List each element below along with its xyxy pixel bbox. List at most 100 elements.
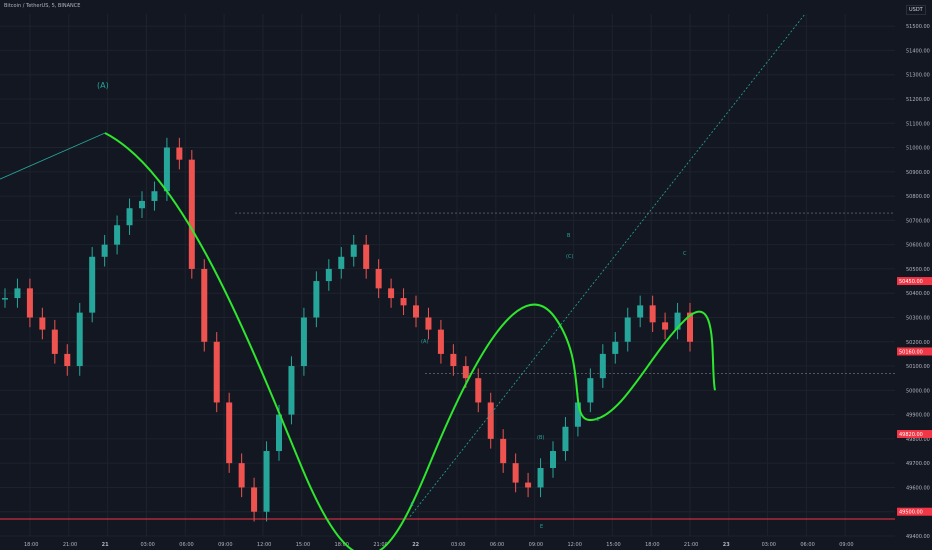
x-tick-label: 18:00 <box>24 542 38 548</box>
price-tag <box>897 507 932 516</box>
y-tick-label: 50700.00 <box>906 218 930 224</box>
price-tag <box>897 430 932 439</box>
candle-body <box>375 268 382 289</box>
x-tick-label: 18:00 <box>335 542 349 548</box>
candle-body <box>2 298 8 300</box>
candle-body <box>562 426 569 452</box>
x-tick-label: 18:00 <box>645 542 659 548</box>
x-tick-label: 09:00 <box>218 542 232 548</box>
candle-body <box>263 451 270 512</box>
y-tick-label: 50600.00 <box>906 243 930 249</box>
candle-body <box>151 191 158 201</box>
x-tick-label: 06:00 <box>490 542 504 548</box>
candle-body <box>599 353 606 379</box>
candle-body <box>462 366 469 379</box>
x-tick-label: 23 <box>723 542 730 548</box>
wave-label: (A) <box>97 81 109 90</box>
price-tag <box>897 277 932 286</box>
x-tick-label: 09:00 <box>839 542 853 548</box>
y-tick-label: 49800.00 <box>906 437 930 443</box>
x-tick-label: 03:00 <box>451 542 465 548</box>
y-tick-label: 50200.00 <box>906 340 930 346</box>
candle-body <box>288 366 295 415</box>
candle-body <box>612 341 619 354</box>
y-tick-label: 50400.00 <box>906 291 930 297</box>
candle-body <box>139 200 145 209</box>
wave-label: C <box>683 251 687 257</box>
candle-body <box>325 268 332 282</box>
x-tick-label: 06:00 <box>179 542 193 548</box>
wave-label: E <box>540 524 543 530</box>
candle-body <box>475 378 482 403</box>
price-tag-label: 49820.00 <box>899 432 923 438</box>
wave-label: (B) <box>537 435 544 441</box>
candle-body <box>213 341 220 403</box>
candle-body <box>300 317 307 367</box>
candle-body <box>313 281 320 318</box>
trend-line <box>0 132 106 180</box>
x-tick-label: 21:00 <box>63 542 77 548</box>
x-tick-label: 21:00 <box>373 542 387 548</box>
y-tick-label: 50000.00 <box>906 388 930 394</box>
candle-body <box>226 402 233 464</box>
y-tick-label: 51500.00 <box>906 24 930 30</box>
x-tick-label: 15:00 <box>296 542 310 548</box>
candle-body <box>238 463 245 488</box>
candle-body <box>624 317 631 342</box>
x-tick-label: 21 <box>102 542 109 548</box>
candle-body <box>363 244 370 269</box>
candle-body <box>512 463 519 483</box>
y-tick-label: 50800.00 <box>906 194 930 200</box>
candle-body <box>687 312 693 342</box>
candle-body <box>413 305 419 318</box>
candle-body <box>188 159 195 269</box>
candle-body <box>487 402 494 439</box>
y-tick-label: 50300.00 <box>906 315 930 321</box>
candle-body <box>437 329 444 354</box>
price-tag-label: 50160.00 <box>899 349 923 355</box>
y-tick-label: 49400.00 <box>906 534 930 540</box>
y-tick-label: 51000.00 <box>906 146 930 152</box>
wave-label: A <box>410 502 414 508</box>
candle-body <box>251 487 258 512</box>
candle-body <box>39 317 46 330</box>
candle-body <box>114 225 121 245</box>
candle-body <box>350 244 357 257</box>
x-tick-label: 09:00 <box>529 542 543 548</box>
candle-body <box>674 312 681 330</box>
y-tick-label: 50100.00 <box>906 364 930 370</box>
candle-body <box>276 414 282 452</box>
x-tick-label: 06:00 <box>800 542 814 548</box>
candle-body <box>450 353 457 367</box>
x-tick-label: 12:00 <box>567 542 581 548</box>
candle-body <box>550 451 556 469</box>
x-tick-label: 03:00 <box>762 542 776 548</box>
y-tick-label: 49700.00 <box>906 461 930 467</box>
x-tick-label: 03:00 <box>140 542 154 548</box>
candle-body <box>537 468 544 488</box>
y-tick-label: 51300.00 <box>906 73 930 79</box>
wave-label: (A) <box>421 339 428 345</box>
candle-body <box>14 288 21 299</box>
price-tag-label: 49500.00 <box>899 510 923 516</box>
x-tick-label: 21:00 <box>684 542 698 548</box>
x-tick-label: 12:00 <box>257 542 271 548</box>
y-tick-label: 49900.00 <box>906 413 930 419</box>
candle-body <box>525 482 532 488</box>
candle-body <box>637 305 644 318</box>
x-tick-label: 22 <box>412 542 419 548</box>
currency-label[interactable]: USDT <box>906 5 926 15</box>
wave-curve <box>104 132 716 550</box>
y-tick-label: 51100.00 <box>906 121 930 127</box>
candle-body <box>649 305 656 323</box>
candle-body <box>400 298 407 306</box>
candle-body <box>76 312 83 367</box>
candle-body <box>425 317 432 330</box>
candle-body <box>26 288 33 318</box>
price-tag-label: 50450.00 <box>899 279 923 285</box>
wave-label: (C) <box>566 254 573 260</box>
candle-body <box>163 147 170 192</box>
candle-body <box>338 256 345 269</box>
candle-body <box>388 288 395 299</box>
